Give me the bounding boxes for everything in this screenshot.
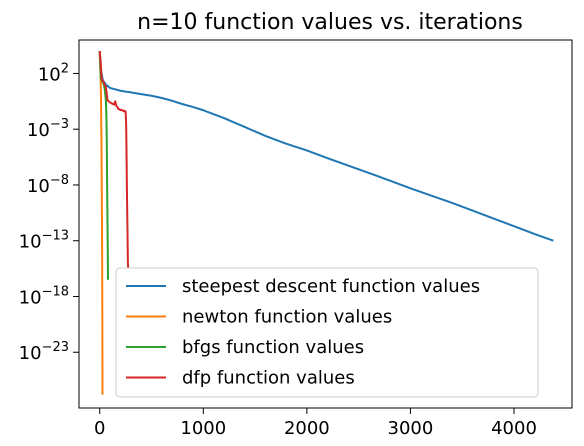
x-tick-label: 3000 <box>388 418 434 439</box>
x-tick-label: 4000 <box>491 418 537 439</box>
y-tick-label: 10−13 <box>19 229 69 253</box>
series-line-0 <box>98 51 554 242</box>
series-line-3 <box>98 51 130 269</box>
legend-label: newton function values <box>182 307 392 328</box>
series-line-1 <box>98 51 104 395</box>
legend-label: steepest descent function values <box>182 276 480 297</box>
series-layer <box>98 51 554 395</box>
x-tick-label: 2000 <box>284 418 330 439</box>
legend-label: bfgs function values <box>182 337 364 358</box>
y-tick-label: 10−23 <box>19 340 69 364</box>
plot-frame <box>78 39 573 409</box>
y-tick-label: 10−18 <box>19 284 69 308</box>
x-tick-label: 0 <box>94 418 105 439</box>
x-axis: 0 1000 2000 3000 4000 <box>94 408 537 439</box>
y-tick-label: 10−3 <box>27 117 69 141</box>
legend-box <box>115 267 539 398</box>
legend-label: dfp function values <box>182 368 355 389</box>
chart-title: n=10 function values vs. iterations <box>137 10 523 35</box>
x-tick-label: 1000 <box>180 418 226 439</box>
legend: steepest descent function values newton f… <box>115 267 539 398</box>
y-axis: 102 10−3 10−8 10−13 10−18 10−23 <box>19 61 79 364</box>
y-tick-label: 102 <box>38 61 69 85</box>
y-tick-label: 10−8 <box>27 173 69 197</box>
